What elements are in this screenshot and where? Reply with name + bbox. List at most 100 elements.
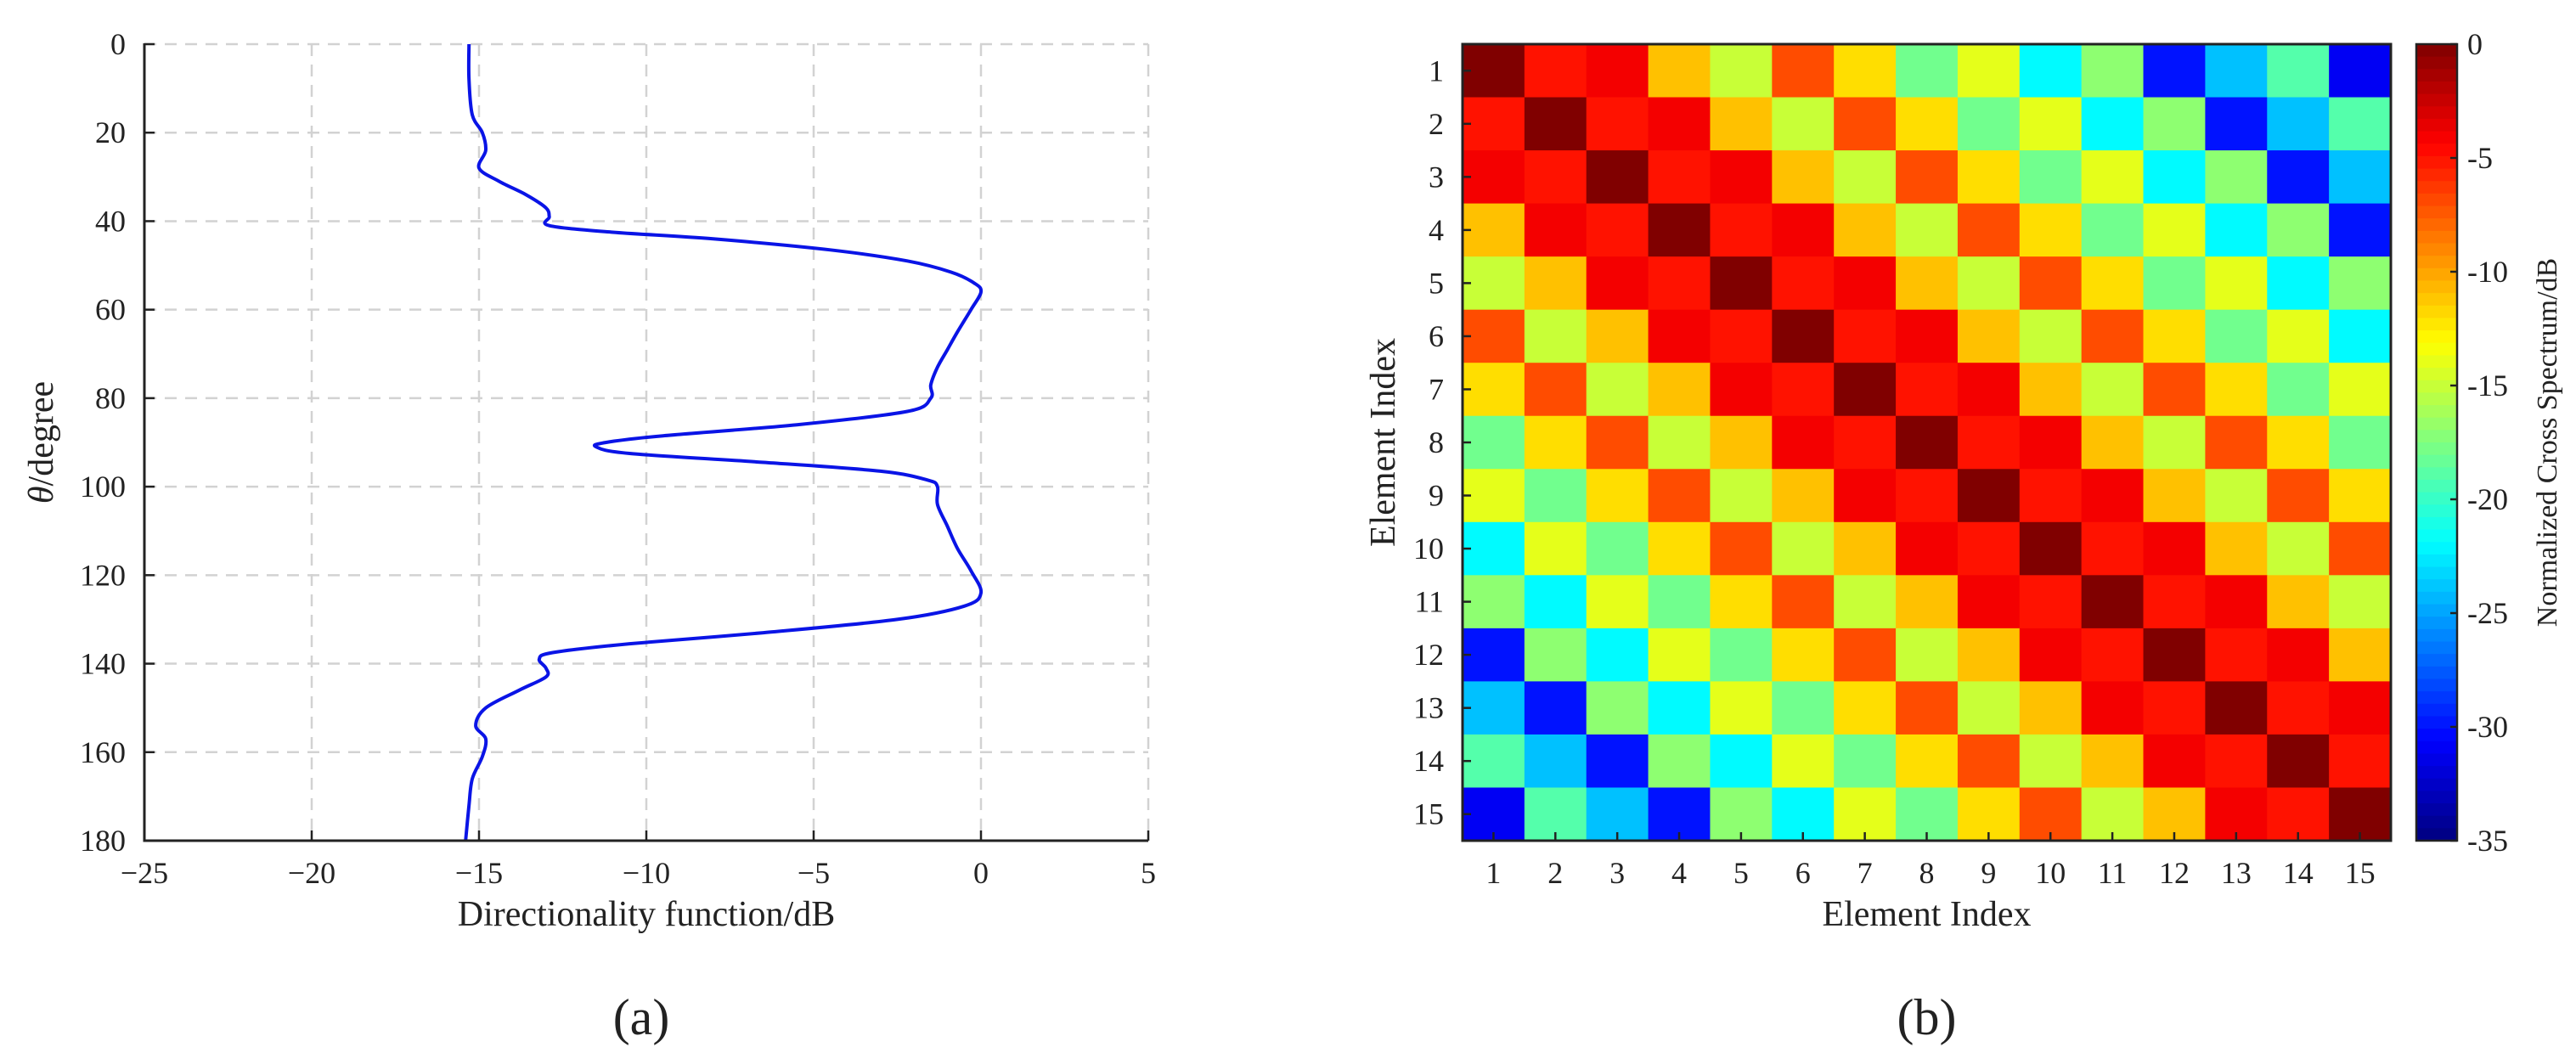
panel-b-colorbar-label: Normalized Cross Spectrum/dB bbox=[2532, 258, 2563, 627]
colorbar-segment bbox=[2416, 93, 2457, 107]
heatmap-cell bbox=[1648, 97, 1711, 151]
y-tick-label: 60 bbox=[95, 293, 126, 327]
heatmap-cell bbox=[1524, 575, 1587, 629]
heatmap-cell bbox=[1648, 363, 1711, 417]
heatmap-cell bbox=[2205, 575, 2268, 629]
colorbar-segment bbox=[2416, 380, 2457, 393]
y-tick-label: 80 bbox=[95, 381, 126, 415]
colorbar-segment bbox=[2416, 131, 2457, 144]
heatmap-cell bbox=[1648, 469, 1711, 523]
heatmap-cell bbox=[2019, 97, 2083, 151]
heatmap-cell bbox=[1463, 628, 1525, 682]
heatmap-cell bbox=[2143, 575, 2206, 629]
colorbar-segment bbox=[2416, 454, 2457, 468]
heatmap-cell bbox=[2081, 363, 2145, 417]
colorbar-tick-label: -15 bbox=[2467, 369, 2508, 403]
heatmap-cell bbox=[1463, 97, 1525, 151]
colorbar-segment bbox=[2416, 554, 2457, 568]
heatmap-cell bbox=[1957, 734, 2021, 789]
colorbar-tick-label: -25 bbox=[2467, 596, 2508, 630]
heatmap-cell bbox=[1463, 415, 1525, 470]
colorbar-segment bbox=[2416, 305, 2457, 319]
heatmap-cell bbox=[1586, 681, 1649, 735]
heatmap-cell bbox=[2205, 469, 2268, 523]
heatmap-cell bbox=[2143, 415, 2206, 470]
colorbar-segment bbox=[2416, 355, 2457, 369]
heatmap-cell bbox=[1586, 575, 1649, 629]
heatmap-cell bbox=[1524, 521, 1587, 576]
colorbar-segment bbox=[2416, 256, 2457, 269]
heatmap-cell bbox=[1957, 415, 2021, 470]
heatmap-cell bbox=[1463, 363, 1525, 417]
colorbar-segment bbox=[2416, 56, 2457, 70]
heatmap-cell bbox=[1710, 415, 1773, 470]
colorbar-segment bbox=[2416, 318, 2457, 331]
heatmap-cell bbox=[1710, 44, 1773, 99]
heatmap-cell bbox=[1463, 150, 1525, 205]
panel-b-label: (b) bbox=[1897, 989, 1957, 1045]
x-tick-label: −5 bbox=[798, 856, 830, 890]
heatmap-cell bbox=[2143, 628, 2206, 682]
heatmap-cell bbox=[1710, 628, 1773, 682]
heatmap-cell bbox=[2205, 309, 2268, 363]
heatmap-cell bbox=[1648, 309, 1711, 363]
y-tick-label: 6 bbox=[1429, 319, 1444, 353]
panel-b-colorbar: 0 -5 -10 -15 -20 -25 -30 -35 bbox=[2415, 27, 2508, 858]
heatmap-cell bbox=[1834, 363, 1897, 417]
heatmap-cell bbox=[2081, 575, 2145, 629]
heatmap-cell bbox=[1834, 256, 1897, 311]
colorbar-tick-label: -30 bbox=[2467, 710, 2508, 744]
heatmap-cell bbox=[1896, 628, 1959, 682]
x-tick-label: 3 bbox=[1609, 856, 1625, 890]
heatmap-cell bbox=[2205, 150, 2268, 205]
colorbar-segment bbox=[2416, 69, 2457, 82]
heatmap-cell bbox=[1957, 150, 2021, 205]
heatmap-cell bbox=[1896, 469, 1959, 523]
y-tick-label: 9 bbox=[1429, 479, 1444, 513]
heatmap-cell bbox=[1524, 44, 1587, 99]
heatmap-cell bbox=[2019, 309, 2083, 363]
heatmap-cell bbox=[2019, 734, 2083, 789]
panel-a-grid bbox=[144, 42, 1150, 841]
heatmap-cell bbox=[2019, 256, 2083, 311]
heatmap-cell bbox=[1648, 256, 1711, 311]
heatmap-cell bbox=[1772, 309, 1835, 363]
y-tick-label: 140 bbox=[80, 647, 126, 681]
heatmap-cell bbox=[1834, 309, 1897, 363]
heatmap-cell bbox=[2143, 521, 2206, 576]
heatmap-cell bbox=[1463, 734, 1525, 789]
y-tick-label: 4 bbox=[1429, 213, 1444, 247]
y-tick-label: 0 bbox=[110, 27, 126, 61]
heatmap-cell bbox=[1896, 521, 1959, 576]
colorbar-segment bbox=[2416, 243, 2457, 256]
heatmap-cell bbox=[1648, 681, 1711, 735]
heatmap-cell bbox=[2205, 628, 2268, 682]
heatmap-cell bbox=[2205, 44, 2268, 99]
heatmap-cell bbox=[2081, 415, 2145, 470]
heatmap-cell bbox=[2267, 150, 2330, 205]
colorbar-segment bbox=[2416, 479, 2457, 493]
colorbar-segment bbox=[2416, 205, 2457, 219]
panel-a-axes bbox=[143, 42, 1150, 842]
heatmap-cell bbox=[2329, 203, 2392, 257]
heatmap-cell bbox=[1896, 681, 1959, 735]
heatmap-cell bbox=[1896, 44, 1959, 99]
colorbar-segment bbox=[2416, 293, 2457, 307]
heatmap-cell bbox=[2205, 734, 2268, 789]
colorbar-segment bbox=[2416, 654, 2457, 667]
heatmap-cell bbox=[1586, 521, 1649, 576]
heatmap-cell bbox=[1463, 44, 1525, 99]
heatmap-cell bbox=[1834, 150, 1897, 205]
heatmap-cell bbox=[1463, 575, 1525, 629]
heatmap-cell bbox=[1648, 521, 1711, 576]
colorbar-segment bbox=[2416, 218, 2457, 232]
y-tick-label: 10 bbox=[1413, 532, 1444, 566]
heatmap-cell bbox=[1648, 203, 1711, 257]
y-tick-label: 3 bbox=[1429, 160, 1444, 194]
heatmap-cell bbox=[2081, 734, 2145, 789]
heatmap-cell bbox=[1586, 97, 1649, 151]
x-tick-label: 0 bbox=[973, 856, 989, 890]
heatmap-cell bbox=[2329, 521, 2392, 576]
heatmap-cell bbox=[1648, 734, 1711, 789]
heatmap-cell bbox=[2081, 309, 2145, 363]
